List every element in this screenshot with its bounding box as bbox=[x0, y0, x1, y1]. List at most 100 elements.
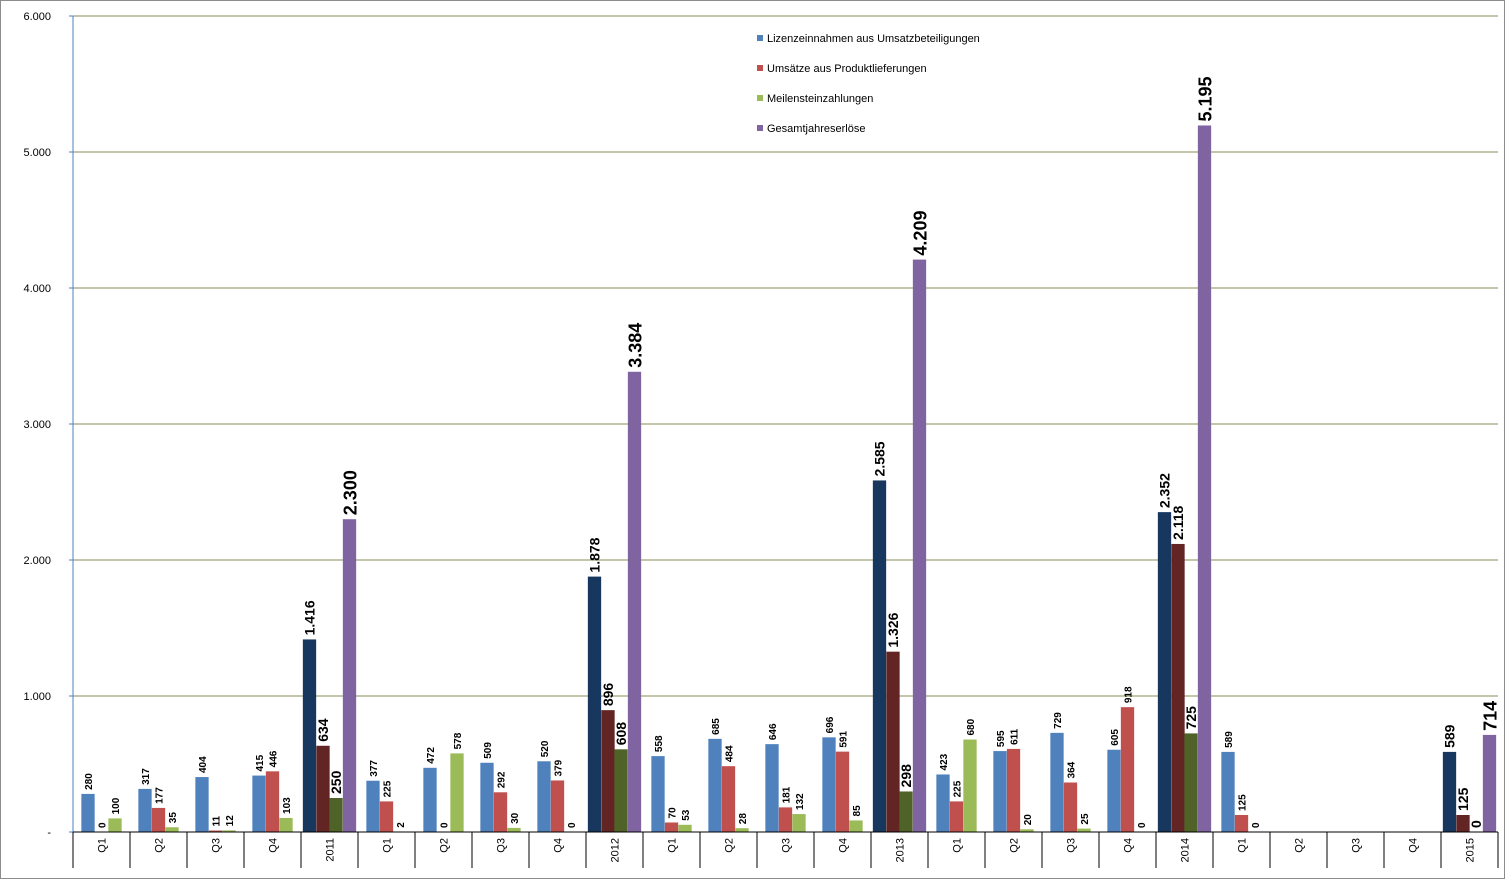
data-label: 446 bbox=[269, 750, 280, 767]
bar bbox=[873, 480, 886, 832]
bar bbox=[329, 798, 342, 832]
data-label: 364 bbox=[1067, 761, 1078, 778]
data-label: 558 bbox=[654, 735, 665, 752]
data-label: 1.416 bbox=[302, 600, 318, 635]
data-label: 292 bbox=[497, 771, 508, 788]
x-tick-label: Q1 bbox=[382, 838, 394, 853]
bar bbox=[1007, 749, 1020, 832]
bar bbox=[81, 794, 94, 832]
bar bbox=[380, 801, 393, 832]
x-tick-label: Q4 bbox=[838, 838, 850, 853]
data-label: 714 bbox=[1481, 701, 1501, 731]
bar bbox=[1198, 125, 1211, 832]
data-label: 177 bbox=[155, 787, 166, 804]
bar bbox=[266, 771, 279, 832]
legend-swatch bbox=[757, 95, 763, 101]
data-label: 696 bbox=[825, 716, 836, 733]
data-label: 415 bbox=[255, 754, 266, 771]
data-label: 28 bbox=[738, 813, 749, 825]
data-label: 280 bbox=[84, 773, 95, 790]
y-tick-label: 1.000 bbox=[23, 691, 51, 703]
data-label: 3.384 bbox=[626, 323, 646, 368]
bar bbox=[779, 807, 792, 832]
bar bbox=[899, 791, 912, 832]
grid-layer bbox=[73, 16, 1498, 696]
y-tick-label: - bbox=[47, 827, 51, 839]
data-label: 0 bbox=[98, 822, 109, 828]
bar bbox=[936, 774, 949, 832]
x-tick-label: Q4 bbox=[553, 838, 565, 853]
bar bbox=[537, 761, 550, 832]
bar bbox=[1107, 750, 1120, 832]
data-label: 35 bbox=[168, 812, 179, 824]
x-tick-label: Q4 bbox=[1123, 838, 1135, 853]
bar bbox=[822, 737, 835, 832]
bar bbox=[1171, 544, 1184, 832]
x-tick-label: Q3 bbox=[1066, 838, 1078, 853]
x-tick-label: Q1 bbox=[667, 838, 679, 853]
data-label: 11 bbox=[212, 815, 223, 826]
bar bbox=[1184, 733, 1197, 832]
data-label: 379 bbox=[554, 759, 565, 776]
data-label: 20 bbox=[1023, 814, 1034, 826]
data-label: 589 bbox=[1224, 731, 1235, 748]
x-tick-label: Q2 bbox=[439, 838, 451, 853]
bar bbox=[722, 766, 735, 832]
data-label: 611 bbox=[1010, 728, 1021, 745]
data-label: 85 bbox=[852, 805, 863, 817]
bar bbox=[628, 372, 641, 832]
data-label: 520 bbox=[540, 740, 551, 757]
data-label: 725 bbox=[1183, 706, 1199, 730]
x-tick-label: Q3 bbox=[211, 838, 223, 853]
data-label: 0 bbox=[1251, 822, 1262, 828]
legend-swatch bbox=[757, 35, 763, 41]
bar bbox=[108, 818, 121, 832]
data-label: 0 bbox=[1137, 822, 1148, 828]
bar-layer bbox=[81, 125, 1496, 832]
bar bbox=[1064, 782, 1077, 832]
data-label: 2.300 bbox=[341, 470, 361, 515]
data-label: 12 bbox=[225, 815, 236, 827]
bar bbox=[849, 820, 862, 832]
data-label: 729 bbox=[1053, 712, 1064, 729]
data-label: 100 bbox=[111, 797, 122, 814]
x-tick-label: 2013 bbox=[895, 838, 907, 862]
bar bbox=[886, 652, 899, 832]
data-label: 0 bbox=[440, 822, 451, 828]
bar bbox=[836, 752, 849, 832]
y-tick-label: 2.000 bbox=[23, 555, 51, 567]
bar bbox=[423, 768, 436, 832]
bar bbox=[279, 818, 292, 832]
bar bbox=[152, 808, 165, 832]
x-tick-label: 2014 bbox=[1180, 838, 1192, 862]
data-label: 634 bbox=[315, 718, 331, 742]
x-tick-label: Q3 bbox=[496, 838, 508, 853]
x-tick-label: 2015 bbox=[1465, 838, 1477, 862]
bar bbox=[507, 828, 520, 832]
data-label: 250 bbox=[328, 770, 344, 794]
data-label: 423 bbox=[939, 753, 950, 770]
data-label: 4.209 bbox=[911, 211, 931, 256]
bar bbox=[551, 780, 564, 832]
data-label: 2.118 bbox=[1170, 505, 1186, 539]
x-tick-label: Q1 bbox=[952, 838, 964, 853]
bar bbox=[1158, 512, 1171, 832]
bar bbox=[735, 828, 748, 832]
x-tick-label: Q3 bbox=[781, 838, 793, 853]
data-label: 132 bbox=[795, 793, 806, 810]
data-label: 0 bbox=[1468, 820, 1484, 828]
data-label: 404 bbox=[198, 756, 209, 773]
data-label: 2 bbox=[396, 822, 407, 828]
x-tick-label: Q3 bbox=[1351, 838, 1363, 853]
y-tick-label: 3.000 bbox=[23, 419, 51, 431]
bar bbox=[665, 822, 678, 832]
bar bbox=[450, 753, 463, 832]
data-label: 377 bbox=[369, 760, 380, 777]
legend-layer: Lizenzeinnahmen aus UmsatzbeteiligungenU… bbox=[757, 33, 980, 135]
data-label: 5.195 bbox=[1196, 76, 1216, 121]
data-label: 181 bbox=[782, 786, 793, 803]
data-label: 0 bbox=[567, 822, 578, 828]
